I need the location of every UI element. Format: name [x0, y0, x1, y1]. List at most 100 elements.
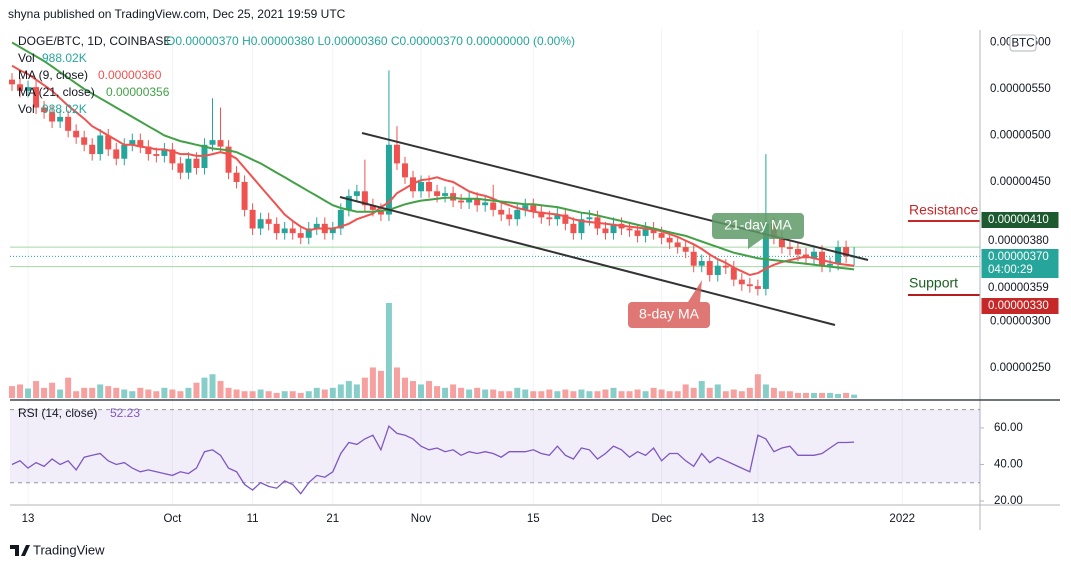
- volume-bar: [754, 374, 761, 398]
- candle-body: [474, 198, 481, 206]
- ma-layer: [11, 41, 855, 277]
- candle-body: [265, 219, 272, 224]
- candle-body: [418, 181, 425, 192]
- byline: shyna published on TradingView.com, Dec …: [8, 7, 346, 21]
- candle-body: [434, 191, 441, 196]
- volume-bar: [602, 389, 609, 398]
- annotation: 21-day MA: [724, 217, 792, 233]
- candle-body: [33, 87, 40, 108]
- candle-body: [225, 146, 232, 173]
- footer-brand: TradingView: [33, 542, 105, 557]
- candle-body: [97, 135, 104, 155]
- volume-bar: [145, 389, 152, 398]
- volume-bar: [738, 391, 745, 398]
- volume-bar: [562, 389, 569, 398]
- legend-label: Vol: [18, 102, 35, 116]
- volume-bar: [762, 384, 769, 398]
- volume-bar: [393, 367, 400, 398]
- candle-body: [121, 144, 128, 159]
- volume-bar: [426, 381, 433, 398]
- price-label-box: [981, 212, 1059, 228]
- legend-value: 988.02K: [42, 102, 87, 116]
- candle-body: [835, 247, 842, 264]
- price-label-box: [982, 233, 1058, 249]
- volume-bar: [658, 389, 665, 398]
- candle-body: [401, 163, 408, 178]
- candle-body: [249, 209, 256, 229]
- logo: [10, 545, 30, 556]
- volume-bar: [385, 303, 392, 398]
- volume-bar: [9, 386, 15, 398]
- candle-body: [105, 135, 112, 150]
- legend-label: Vol: [18, 51, 35, 65]
- candle-body: [514, 209, 521, 220]
- volume-bar: [730, 389, 737, 398]
- y-tick-label: 0.00000450: [990, 176, 1051, 188]
- volume-bar: [474, 387, 481, 398]
- volume-bar: [337, 384, 344, 398]
- volume-bar: [682, 384, 689, 398]
- volume-bar: [401, 377, 408, 398]
- volume-bar: [490, 389, 497, 398]
- candle-body: [754, 286, 761, 289]
- volume-bar: [618, 391, 625, 398]
- volume-bar: [353, 384, 360, 398]
- volume-bar: [538, 391, 545, 398]
- rsi-band: [10, 409, 980, 483]
- volume-bar: [835, 393, 842, 398]
- volume-bar: [305, 391, 312, 398]
- volume-bar: [458, 387, 465, 398]
- volume-bar: [209, 374, 216, 398]
- candle-body: [498, 209, 505, 215]
- x-tick-label: 21: [326, 513, 339, 525]
- candle-body: [377, 209, 384, 215]
- volume-bar: [41, 387, 48, 398]
- rsi-layer: [10, 409, 984, 502]
- volume-bar: [778, 391, 785, 398]
- volume-bar: [586, 391, 593, 398]
- candle-body: [586, 217, 593, 220]
- candle-body: [49, 112, 56, 122]
- candle-body: [369, 205, 376, 210]
- x-tick-label: Oct: [163, 513, 182, 525]
- volume-bar: [345, 381, 352, 398]
- candle-body: [490, 202, 497, 210]
- price-label: 0.00000330: [988, 300, 1049, 312]
- y-tick-label: 0.00000250: [990, 362, 1051, 374]
- legend-value: 0.00000356: [106, 85, 170, 99]
- volume-bar: [434, 386, 441, 398]
- candle-body: [297, 233, 304, 238]
- volume-bar: [65, 377, 72, 398]
- volume-bar: [217, 381, 224, 398]
- currency[interactable]: BTC: [1012, 38, 1035, 50]
- candle-body: [658, 233, 665, 238]
- volume-bar: [185, 387, 192, 398]
- candle-body: [209, 140, 216, 145]
- candle-body: [89, 144, 96, 155]
- volume-bar: [530, 391, 537, 398]
- candle-body: [129, 140, 136, 145]
- candle-body: [193, 158, 200, 169]
- volume-bar: [522, 389, 529, 398]
- volume-bar: [827, 392, 834, 398]
- volume-bar: [169, 389, 176, 398]
- channel-lower: [339, 196, 836, 326]
- volume-bar: [450, 384, 457, 398]
- annotation-bubble: [712, 213, 804, 249]
- y-tick-label: 40.00: [994, 458, 1023, 470]
- candle-body: [730, 267, 737, 280]
- volume-bar: [289, 391, 296, 398]
- candle-body: [650, 228, 657, 234]
- candle-body: [17, 84, 24, 91]
- volume-bar: [578, 389, 585, 398]
- candle-body: [482, 202, 489, 206]
- candle-body: [843, 247, 850, 257]
- price-label: 0.00000370: [988, 251, 1049, 263]
- volume-bar: [137, 387, 144, 398]
- candle-body: [690, 251, 697, 266]
- x-tick-label: 2022: [889, 513, 915, 525]
- volume-bar: [570, 391, 577, 398]
- candle-body: [706, 261, 713, 275]
- currency-badge[interactable]: [1009, 34, 1037, 52]
